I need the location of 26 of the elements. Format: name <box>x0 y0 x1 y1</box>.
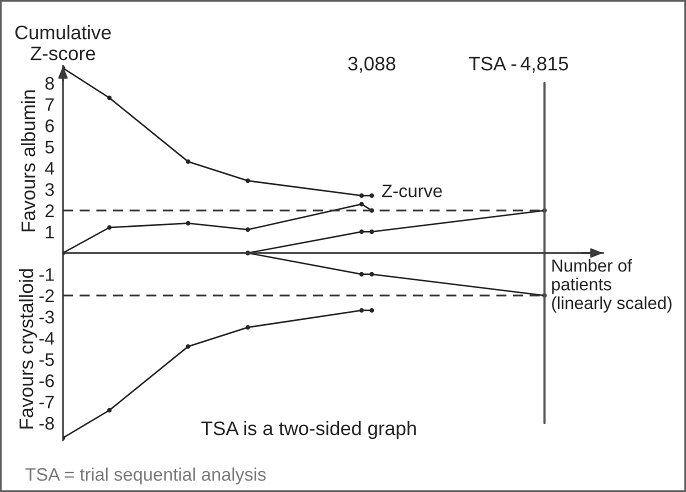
y-tick-label: -8 <box>39 416 54 430</box>
text: Favours albumin <box>20 90 36 232</box>
y-tick-label: -5 <box>39 353 54 366</box>
y-tick-label: 5 <box>45 140 54 154</box>
text: TSA = trial sequential analysis <box>25 468 266 484</box>
annotation: TSA is a two-sided graph <box>201 420 416 440</box>
y-tick-label: -2 <box>39 289 54 302</box>
y-tick-label: 2 <box>46 204 54 218</box>
x-tick-label: 4,815 <box>520 56 568 73</box>
y-tick-label: 6 <box>46 119 54 132</box>
y-axis-title: Cumulative Z-score <box>15 25 111 60</box>
y-tick-label: -3 <box>39 310 54 324</box>
text: Favours crystalloid <box>18 269 38 428</box>
x-tick-label: 3,088 <box>348 56 396 73</box>
y-tick-label: 8 <box>45 76 54 90</box>
x-axis-title: Number of patients (linearly scaled) <box>552 259 672 313</box>
y-tick-label: -4 <box>39 332 54 345</box>
y-tick-label: -6 <box>39 374 54 388</box>
y-tick-label: 7 <box>46 98 54 111</box>
series-label: Z-curve <box>382 184 442 198</box>
y-tick-label: 4 <box>45 162 54 175</box>
ref-line-label: TSA - <box>468 56 516 70</box>
y-tick-label: -7 <box>39 396 54 408</box>
y-tick-label: 3 <box>45 183 54 196</box>
y-tick-label: 1 <box>46 226 54 238</box>
y-tick-label: -1 <box>39 268 54 281</box>
